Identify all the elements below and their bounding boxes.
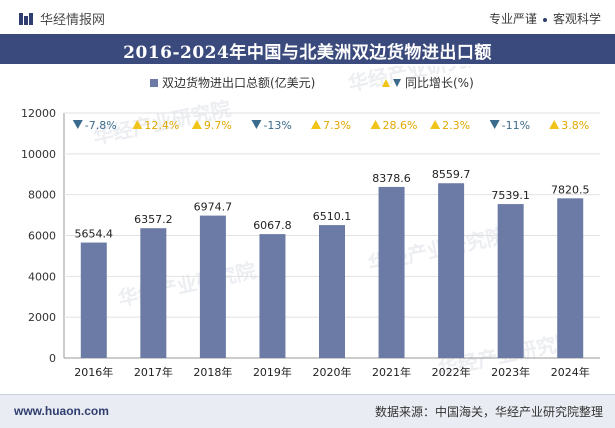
chart-title: 2016-2024年中国与北美洲双边货物进出口额	[123, 43, 492, 63]
x-tick-label: 2020年	[313, 365, 352, 379]
legend-down-icon	[393, 79, 401, 87]
x-tick-label: 2016年	[74, 365, 113, 379]
bar-value-label: 8378.6	[372, 172, 411, 185]
x-tick-label: 2024年	[551, 365, 590, 379]
growth-label: 12.4%	[144, 119, 179, 132]
growth-up-icon	[311, 120, 321, 129]
growth-up-icon	[132, 120, 143, 129]
brand: 华经情报网	[18, 9, 105, 28]
footer: www.huaon.com 数据来源：中国海关，华经产业研究院整理	[0, 394, 615, 428]
bar-value-label: 7539.1	[491, 189, 530, 202]
y-tick-label: 8000	[28, 189, 56, 202]
bars-layer: 5654.4 2016年 -7.8% 6357.2 2017年 12.4% 6974.7 20…	[72, 119, 590, 379]
growth-label: -11%	[502, 119, 530, 132]
watermark-text: 华经产业研究院	[116, 258, 258, 311]
x-tick-label: 2019年	[253, 365, 292, 379]
bar-value-label: 6510.1	[313, 210, 352, 223]
x-tick-label: 2023年	[491, 365, 530, 379]
growth-label: 3.8%	[561, 119, 589, 132]
bar-chart: 华经产业研究院华经产业研究院华经产业研究院华经产业研究院华经产业研究院 0200…	[21, 66, 600, 381]
bar-value-label: 6974.7	[194, 201, 233, 214]
growth-label: -7.8%	[85, 119, 117, 132]
tagline-right: 客观科学	[552, 12, 601, 26]
legend-bar-swatch	[150, 79, 158, 87]
legend: 双边货物进出口总额(亿美元) 同比增长(%)	[150, 75, 474, 90]
bar-value-label: 7820.5	[551, 183, 590, 196]
growth-label: -13%	[263, 119, 291, 132]
bar-value-label: 5654.4	[75, 228, 114, 241]
footer-source: 数据来源：中国海关，华经产业研究院整理	[374, 405, 603, 419]
bar	[259, 234, 286, 358]
y-tick-label: 0	[49, 352, 56, 365]
x-tick-label: 2018年	[193, 365, 232, 379]
growth-up-icon	[430, 120, 441, 129]
growth-label: 7.3%	[323, 119, 351, 132]
bar	[319, 225, 345, 358]
y-tick-label: 2000	[28, 311, 56, 324]
brand-name: 华经情报网	[40, 13, 106, 28]
x-tick-label: 2022年	[432, 365, 471, 379]
x-tick-label: 2017年	[134, 365, 173, 379]
growth-label: 28.6%	[383, 119, 418, 132]
top-bar: 华经情报网 专业严谨 客观科学	[0, 0, 615, 34]
huajing-logo-icon	[19, 12, 33, 25]
title-bar: 2016-2024年中国与北美洲双边货物进出口额	[0, 34, 615, 64]
tagline: 专业严谨 客观科学	[489, 10, 601, 27]
bar-value-label: 6357.2	[134, 213, 173, 226]
y-tick-label: 4000	[28, 270, 56, 283]
legend-up-icon	[382, 79, 390, 87]
bar	[140, 228, 167, 358]
y-tick-label: 6000	[28, 230, 56, 243]
separator-dot	[542, 17, 547, 22]
bar	[378, 186, 405, 358]
bar	[557, 198, 584, 358]
growth-down-icon	[489, 120, 500, 129]
bar	[199, 215, 226, 358]
growth-label: 2.3%	[442, 119, 470, 132]
tagline-left: 专业严谨	[488, 12, 537, 26]
growth-down-icon	[251, 120, 262, 129]
growth-up-icon	[370, 120, 381, 129]
bar	[80, 242, 107, 358]
bar	[438, 183, 465, 358]
x-tick-label: 2021年	[372, 365, 411, 379]
growth-up-icon	[191, 120, 202, 129]
legend-label: 同比增长(%)	[405, 76, 474, 90]
legend-label: 双边货物进出口总额(亿美元)	[162, 75, 315, 90]
footer-website: www.huaon.com	[14, 404, 109, 418]
y-tick-label: 12000	[21, 107, 56, 120]
growth-up-icon	[549, 120, 560, 129]
bar-value-label: 8559.7	[432, 168, 471, 181]
y-tick-label: 10000	[21, 148, 56, 161]
bar	[497, 204, 524, 358]
bar-value-label: 6067.8	[253, 219, 292, 232]
growth-down-icon	[72, 120, 83, 129]
growth-label: 9.7%	[204, 119, 232, 132]
